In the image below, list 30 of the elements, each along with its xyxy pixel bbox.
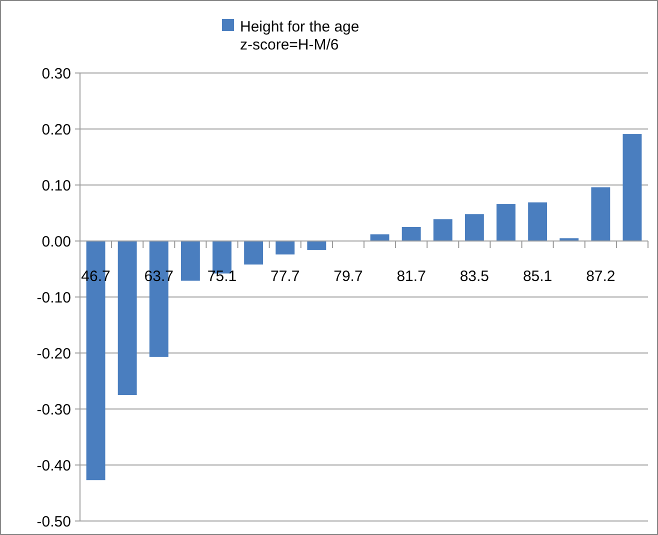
x-tick-label: 75.1 [207, 268, 237, 285]
x-tick-label: 87.2 [586, 268, 616, 285]
bar [496, 204, 516, 241]
y-tick-label: -0.30 [36, 401, 71, 418]
x-tick-label: 81.7 [396, 268, 426, 285]
bar [244, 241, 264, 265]
bar [464, 214, 484, 241]
bar [591, 187, 610, 241]
y-tick-label: 0.00 [42, 233, 71, 250]
x-tick-label: 85.1 [522, 268, 552, 285]
y-tick-label: -0.40 [36, 457, 71, 474]
bar [180, 241, 200, 281]
legend-label: Height for the age z-score=H-M/6 [240, 18, 360, 54]
bar [276, 241, 295, 254]
y-tick-label: 0.20 [42, 121, 71, 138]
y-tick-label: 0.10 [42, 177, 71, 194]
bar [560, 238, 579, 241]
x-tick-label: 77.7 [270, 268, 300, 285]
y-tick-label: -0.50 [36, 513, 71, 530]
x-tick-label: 79.7 [334, 268, 363, 285]
x-tick-label: 83.5 [460, 268, 490, 285]
y-tick-label: 0.30 [42, 65, 71, 82]
y-tick-label: -0.10 [36, 289, 71, 306]
y-tick-label: -0.20 [36, 345, 71, 362]
bar [622, 134, 642, 241]
bar [433, 219, 452, 241]
bar [528, 202, 548, 241]
bar [402, 227, 421, 241]
bar [118, 241, 137, 395]
bar [307, 241, 326, 250]
